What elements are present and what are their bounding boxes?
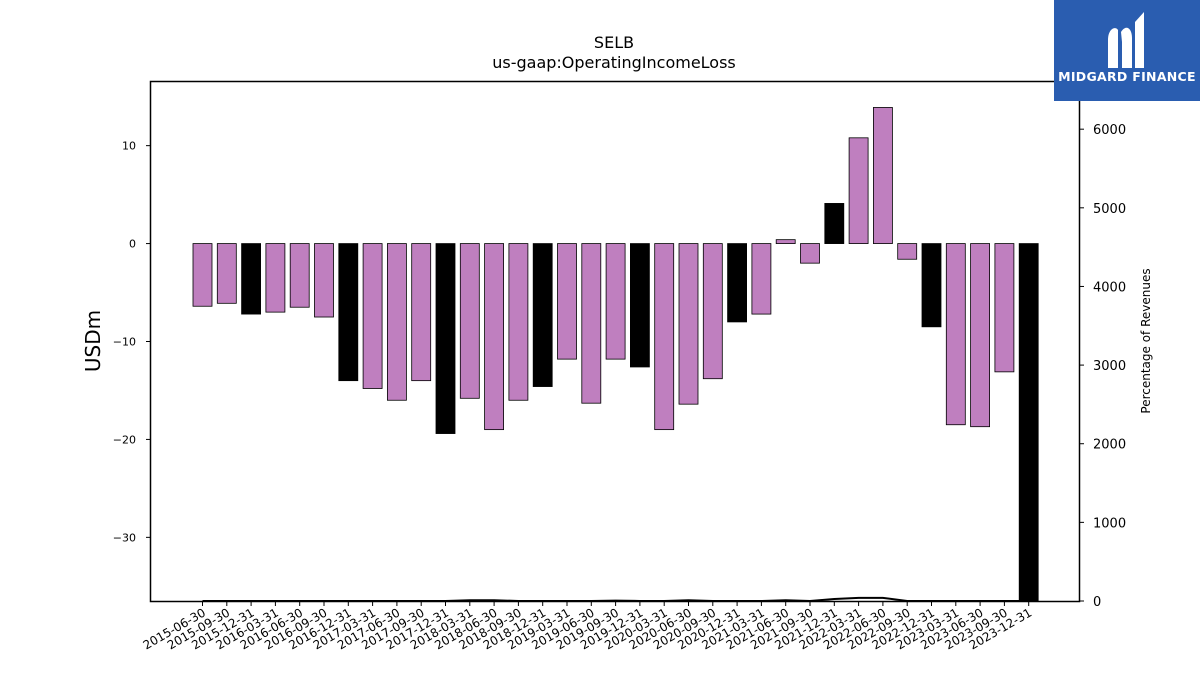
plot-frame <box>149 80 1081 603</box>
y-tick-label: −10 <box>113 336 136 349</box>
bar <box>945 243 966 426</box>
bar <box>873 107 893 244</box>
bar <box>216 243 237 304</box>
bar <box>824 203 845 244</box>
bar <box>775 239 796 244</box>
bar <box>994 243 1015 373</box>
y2-tick-label: 2000 <box>1093 438 1126 453</box>
plot-area: 100−10−20−300100020003000400050006000201… <box>113 107 1126 652</box>
series-line <box>202 596 1029 603</box>
bar <box>241 243 262 315</box>
logo: MIDGARD FINANCE <box>1054 0 1200 101</box>
bar <box>970 243 990 428</box>
bar <box>386 243 407 401</box>
bar <box>678 243 699 405</box>
bar <box>265 243 286 313</box>
y2-tick-label: 0 <box>1093 595 1101 610</box>
y2-tick-label: 5000 <box>1093 202 1126 217</box>
y-tick-label: −30 <box>113 531 136 544</box>
y2-tick-label: 3000 <box>1093 359 1126 374</box>
y2-tick-label: 1000 <box>1093 516 1126 531</box>
bar <box>338 243 359 382</box>
bar <box>751 243 772 315</box>
bar <box>727 243 747 323</box>
bar <box>532 243 553 387</box>
logo-mark-icon <box>1108 12 1144 68</box>
bar <box>581 243 602 404</box>
bar <box>897 243 918 260</box>
bar <box>630 243 650 368</box>
y-tick-label: −20 <box>113 433 136 446</box>
bar <box>314 243 334 318</box>
bar <box>362 243 383 389</box>
y2-tick-label: 6000 <box>1093 123 1126 138</box>
bar <box>848 137 869 244</box>
y-axis-label: USDm <box>81 310 105 372</box>
bar <box>1018 243 1039 602</box>
chart-title: SELB <box>594 33 634 52</box>
logo-text: MIDGARD FINANCE <box>1058 69 1196 84</box>
bar <box>800 243 820 264</box>
bar <box>484 243 505 431</box>
bar <box>435 243 456 434</box>
bar <box>921 243 942 328</box>
bar <box>411 243 432 382</box>
y-tick-label: 10 <box>122 140 136 153</box>
bar <box>557 243 577 360</box>
y-tick-label: 0 <box>129 238 136 251</box>
bar <box>289 243 310 308</box>
bar <box>459 243 480 399</box>
y2-axis-label: Percentage of Revenues <box>1139 268 1153 413</box>
bar <box>654 243 675 431</box>
bar <box>192 243 213 307</box>
bar <box>702 243 723 380</box>
chart-subtitle: us-gaap:OperatingIncomeLoss <box>492 53 736 72</box>
bar <box>605 243 626 360</box>
y2-tick-label: 4000 <box>1093 280 1126 295</box>
bar <box>508 243 529 401</box>
